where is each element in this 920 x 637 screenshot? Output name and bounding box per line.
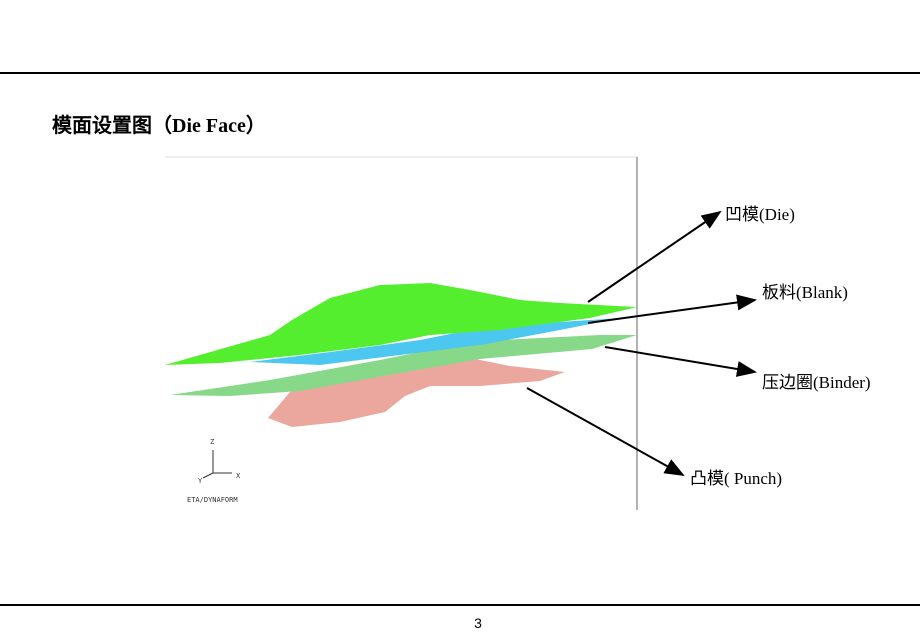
axis-label: Y	[198, 477, 203, 485]
callout-label: 凸模( Punch)	[690, 469, 782, 488]
punch-shape	[268, 356, 565, 427]
arrows	[526, 210, 757, 476]
arrow	[587, 210, 722, 303]
axis-triad	[202, 450, 232, 479]
arrow	[587, 294, 757, 324]
die-shape	[165, 283, 637, 365]
slide-title: 模面设置图（Die Face）	[52, 113, 266, 137]
binder-shape	[170, 335, 637, 396]
axis-label: X	[236, 472, 241, 480]
callout-label: 板料(Blank)	[762, 283, 848, 302]
axis-label: Z	[210, 438, 214, 446]
page-number: 3	[474, 615, 482, 631]
arrow	[604, 346, 757, 377]
arrow	[526, 387, 685, 476]
blank-shape	[250, 318, 620, 365]
callout-label: 凹模(Die)	[725, 205, 795, 224]
watermark: ETA/DYNAFORM	[187, 496, 238, 504]
callout-label: 压边圈(Binder)	[762, 373, 871, 392]
figure: Z Y X ETA/DYNAFORM	[165, 156, 638, 510]
